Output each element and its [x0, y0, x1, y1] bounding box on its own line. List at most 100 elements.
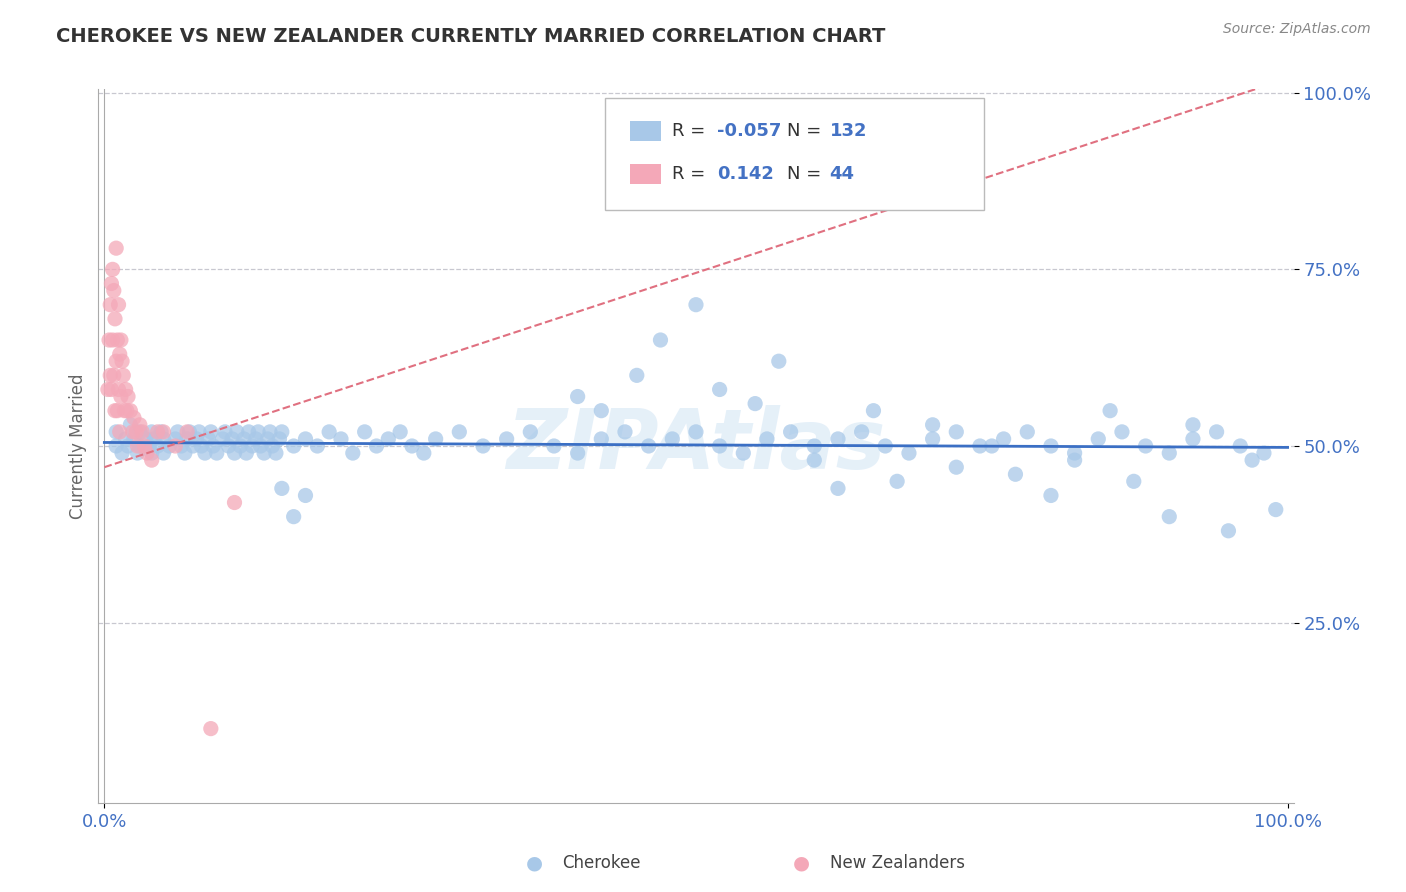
Point: [1181, 417, 1204, 432]
Point: [366, 439, 388, 453]
Point: [744, 396, 766, 410]
Point: [661, 432, 683, 446]
Point: [98, 333, 121, 347]
Point: [567, 446, 589, 460]
Point: [120, 403, 142, 417]
Point: [626, 368, 648, 383]
Text: -0.057: -0.057: [717, 122, 782, 140]
Point: [138, 439, 160, 453]
Point: [108, 425, 131, 439]
Point: [120, 417, 142, 432]
Point: [225, 425, 247, 439]
Point: [270, 425, 292, 439]
Point: [114, 432, 136, 446]
Point: [101, 333, 124, 347]
Point: [1205, 425, 1227, 439]
Point: [105, 333, 128, 347]
Point: [567, 390, 589, 404]
Point: [110, 333, 132, 347]
Point: [105, 425, 128, 439]
Point: [122, 432, 145, 446]
Point: [117, 390, 139, 404]
Point: [176, 425, 198, 439]
Point: [1159, 446, 1181, 460]
Point: [194, 446, 217, 460]
Point: [107, 298, 129, 312]
Point: [253, 446, 276, 460]
Point: [152, 432, 174, 446]
Text: 44: 44: [830, 165, 855, 183]
Point: [224, 495, 246, 509]
Point: [108, 347, 131, 361]
Point: [1135, 439, 1157, 453]
Point: [218, 439, 240, 453]
Point: [264, 446, 287, 460]
Point: [980, 439, 1002, 453]
Point: [294, 488, 316, 502]
Point: [389, 425, 412, 439]
Point: [200, 722, 222, 736]
Point: [709, 383, 731, 397]
Point: [1159, 509, 1181, 524]
Point: [1004, 467, 1026, 482]
Point: [112, 368, 135, 383]
Point: [107, 383, 129, 397]
Point: [128, 417, 150, 432]
Point: [152, 425, 174, 439]
Text: R =: R =: [672, 122, 711, 140]
Point: [1241, 453, 1264, 467]
Point: [98, 368, 121, 383]
Text: R =: R =: [672, 165, 711, 183]
Text: ●: ●: [793, 854, 810, 873]
Point: [1122, 475, 1144, 489]
Point: [353, 425, 375, 439]
Point: [875, 439, 897, 453]
Point: [307, 439, 329, 453]
Point: [181, 439, 204, 453]
Point: [1111, 425, 1133, 439]
Point: [650, 333, 672, 347]
Point: [259, 425, 281, 439]
Point: [1039, 488, 1062, 502]
Point: [921, 432, 943, 446]
Point: [100, 277, 122, 291]
Point: [115, 403, 138, 417]
Point: [247, 425, 270, 439]
Point: [245, 432, 267, 446]
Point: [249, 439, 271, 453]
Point: [103, 284, 125, 298]
Point: [685, 425, 707, 439]
Point: [143, 432, 166, 446]
Point: [377, 432, 399, 446]
Point: [179, 425, 201, 439]
Point: [176, 432, 198, 446]
Text: N =: N =: [787, 122, 827, 140]
Point: [945, 425, 967, 439]
Y-axis label: Currently Married: Currently Married: [69, 373, 87, 519]
Point: [165, 439, 187, 453]
Point: [125, 425, 148, 439]
Point: [269, 432, 291, 446]
Point: [270, 482, 292, 496]
Point: [1229, 439, 1251, 453]
Point: [945, 460, 967, 475]
Point: [342, 446, 364, 460]
Point: [205, 446, 228, 460]
Point: [262, 439, 284, 453]
Point: [127, 446, 149, 460]
Point: [104, 403, 127, 417]
Point: [235, 446, 257, 460]
Point: [131, 425, 153, 439]
Point: [1218, 524, 1240, 538]
Point: [136, 446, 159, 460]
Text: 132: 132: [830, 122, 868, 140]
Point: [134, 439, 156, 453]
Point: [128, 439, 150, 453]
Point: [827, 432, 849, 446]
Point: [330, 432, 353, 446]
Point: [412, 446, 434, 460]
Point: [211, 432, 233, 446]
Point: [449, 425, 471, 439]
Text: Cherokee: Cherokee: [562, 855, 641, 872]
Point: [135, 432, 157, 446]
